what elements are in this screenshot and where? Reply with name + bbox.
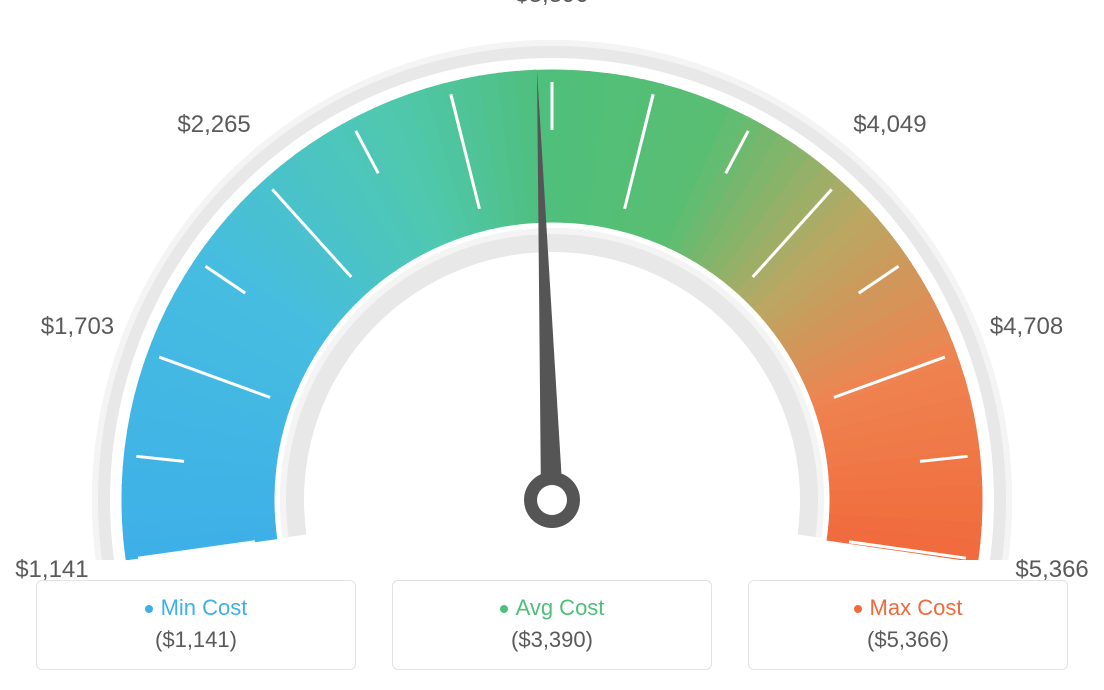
legend-card-min: Min Cost ($1,141)	[36, 580, 356, 670]
legend-card-max: Max Cost ($5,366)	[748, 580, 1068, 670]
legend-title-min: Min Cost	[37, 595, 355, 621]
gauge-tick-label: $2,265	[177, 111, 250, 139]
legend-label-max: Max Cost	[870, 595, 963, 620]
legend-label-min: Min Cost	[161, 595, 248, 620]
gauge-svg	[0, 0, 1104, 560]
gauge-tick-label: $4,049	[853, 111, 926, 139]
gauge-tick-label: $4,708	[990, 313, 1063, 341]
legend-label-avg: Avg Cost	[516, 595, 605, 620]
legend-row: Min Cost ($1,141) Avg Cost ($3,390) Max …	[0, 580, 1104, 670]
legend-value-max: ($5,366)	[749, 627, 1067, 653]
legend-dot-min	[145, 605, 153, 613]
legend-dot-max	[854, 605, 862, 613]
legend-card-avg: Avg Cost ($3,390)	[392, 580, 712, 670]
gauge-chart: $1,141$1,703$2,265$3,390$4,049$4,708$5,3…	[0, 0, 1104, 560]
legend-title-max: Max Cost	[749, 595, 1067, 621]
legend-value-avg: ($3,390)	[393, 627, 711, 653]
legend-value-min: ($1,141)	[37, 627, 355, 653]
gauge-tick-label: $1,703	[41, 313, 114, 341]
legend-title-avg: Avg Cost	[393, 595, 711, 621]
legend-dot-avg	[500, 605, 508, 613]
gauge-tick-label: $3,390	[515, 0, 588, 9]
